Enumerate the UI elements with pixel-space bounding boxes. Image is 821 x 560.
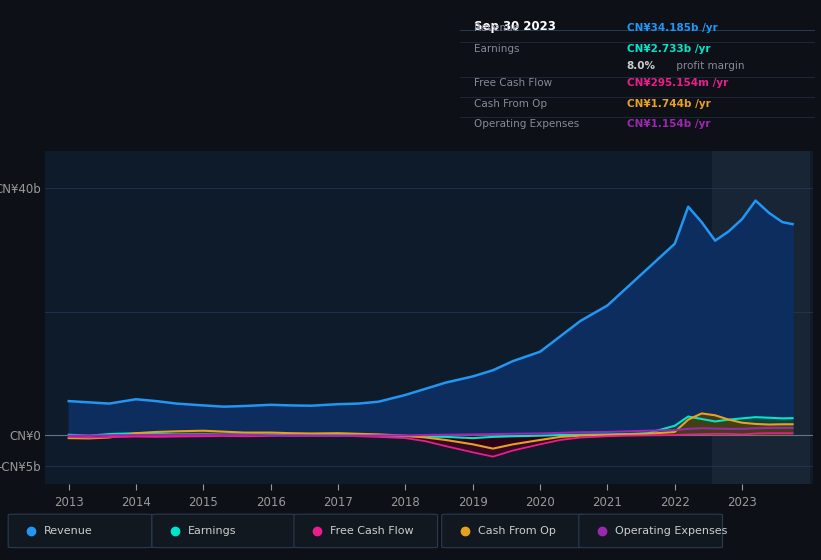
FancyBboxPatch shape [294,514,438,548]
Text: CN¥1.154b /yr: CN¥1.154b /yr [627,119,710,129]
Text: Cash From Op: Cash From Op [475,99,548,109]
Text: Cash From Op: Cash From Op [478,526,556,536]
Bar [712,151,810,484]
Text: Sep 30 2023: Sep 30 2023 [475,20,556,33]
Text: Revenue: Revenue [475,23,520,33]
Text: profit margin: profit margin [673,61,745,71]
Text: Revenue: Revenue [44,526,93,536]
Text: Operating Expenses: Operating Expenses [475,119,580,129]
Text: CN¥34.185b /yr: CN¥34.185b /yr [627,23,718,33]
FancyBboxPatch shape [8,514,152,548]
FancyBboxPatch shape [579,514,722,548]
FancyBboxPatch shape [152,514,296,548]
Text: CN¥295.154m /yr: CN¥295.154m /yr [627,78,728,88]
Text: Free Cash Flow: Free Cash Flow [330,526,414,536]
FancyBboxPatch shape [442,514,585,548]
Text: CN¥2.733b /yr: CN¥2.733b /yr [627,44,710,54]
Text: CN¥1.744b /yr: CN¥1.744b /yr [627,99,711,109]
Text: Earnings: Earnings [188,526,236,536]
Text: Earnings: Earnings [475,44,520,54]
Text: Free Cash Flow: Free Cash Flow [475,78,553,88]
Text: Operating Expenses: Operating Expenses [615,526,727,536]
Text: 8.0%: 8.0% [627,61,656,71]
